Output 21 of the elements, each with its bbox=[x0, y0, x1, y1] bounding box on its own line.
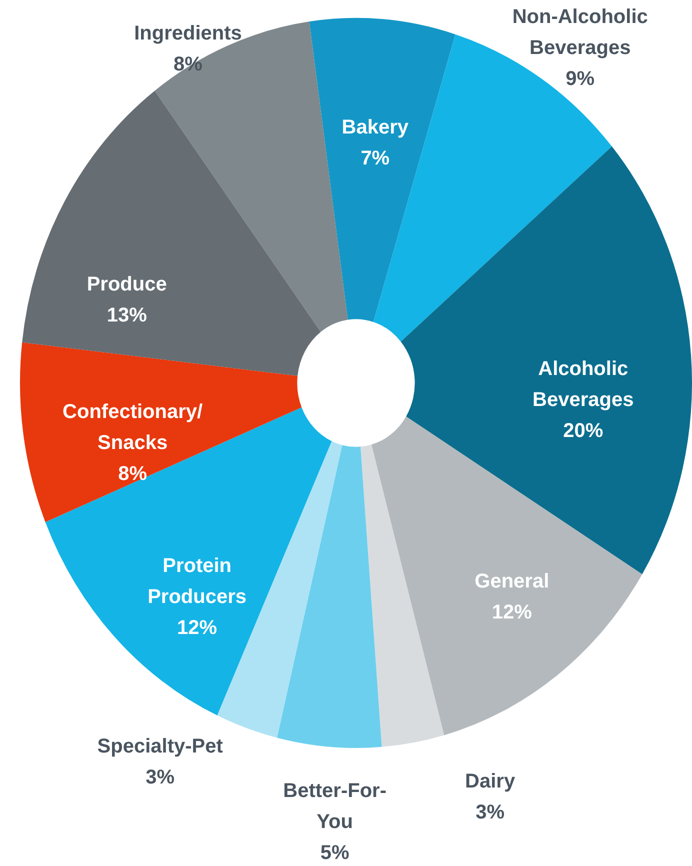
slice-label: Protein Producers bbox=[148, 554, 247, 608]
slice-label: Alcoholic Beverages bbox=[532, 358, 634, 412]
data-label: 8% bbox=[118, 463, 148, 486]
slice-label: Better-For-You bbox=[283, 780, 387, 834]
slice-label: Produce bbox=[86, 274, 167, 296]
slice-label: Specialty-Pet bbox=[97, 735, 224, 758]
data-label: 9% bbox=[566, 68, 595, 90]
data-label: 3% bbox=[146, 766, 175, 788]
data-label: 3% bbox=[476, 801, 505, 824]
data-label: 20% bbox=[563, 420, 604, 442]
data-label: 7% bbox=[360, 147, 390, 170]
slice-label: Bakery bbox=[342, 116, 410, 138]
slice-label: General bbox=[474, 570, 550, 592]
slice-label: Dairy bbox=[465, 770, 516, 792]
data-label: 12% bbox=[177, 616, 218, 639]
data-label: 5% bbox=[320, 842, 350, 864]
slice-label: Non-Alcoholic Beverages bbox=[512, 6, 648, 59]
data-label: 13% bbox=[106, 304, 148, 327]
slice-label: Confectionary/Snacks bbox=[62, 401, 204, 454]
data-label: 12% bbox=[492, 601, 532, 624]
slice-label: Ingredients bbox=[134, 22, 242, 45]
